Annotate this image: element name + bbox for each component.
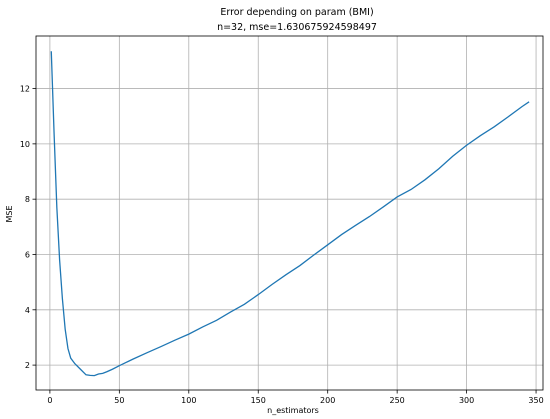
x-axis-label: n_estimators xyxy=(267,406,319,415)
x-tick-label: 350 xyxy=(528,396,543,405)
x-tick-label: 200 xyxy=(320,396,335,405)
x-tick-label: 150 xyxy=(251,396,266,405)
x-tick-label: 250 xyxy=(390,396,405,405)
chart-subtitle: n=32, mse=1.630675924598497 xyxy=(217,22,377,33)
x-axis: 0 50 100 150 200 250 300 350 xyxy=(47,390,544,405)
x-tick-label: 50 xyxy=(114,396,124,405)
y-tick-label: 2 xyxy=(25,361,30,370)
y-tick-label: 4 xyxy=(25,306,30,315)
x-tick-label: 100 xyxy=(181,396,196,405)
plot-frame xyxy=(35,35,544,391)
grid xyxy=(36,36,543,390)
y-axis: 2 4 6 8 10 12 xyxy=(20,85,36,370)
chart-title: Error depending on param (BMI) xyxy=(220,7,373,18)
y-tick-label: 8 xyxy=(25,195,30,204)
y-axis-label: MSE xyxy=(5,205,14,222)
y-tick-label: 10 xyxy=(20,140,30,149)
y-tick-label: 12 xyxy=(20,85,30,94)
series-line xyxy=(50,51,530,377)
x-tick-label: 0 xyxy=(47,396,52,405)
x-tick-label: 300 xyxy=(459,396,474,405)
y-tick-label: 6 xyxy=(25,250,30,259)
